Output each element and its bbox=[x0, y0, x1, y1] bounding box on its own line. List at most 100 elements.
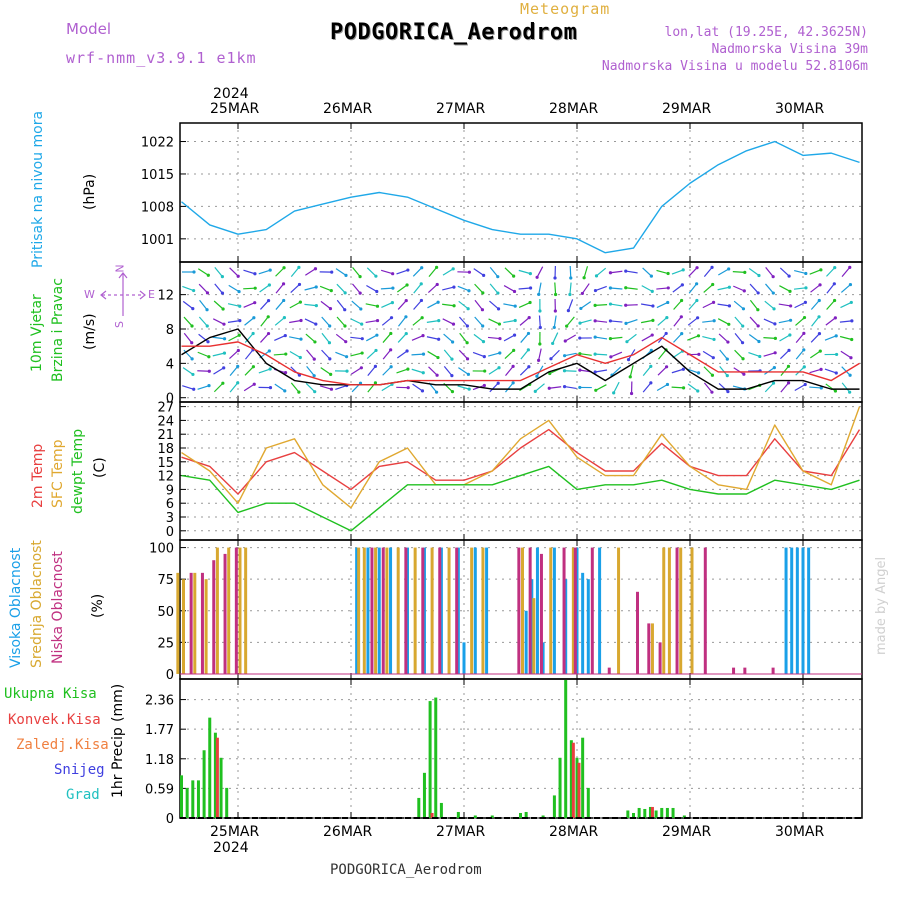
wind-arrow-head bbox=[283, 371, 288, 375]
wind-arrow-head bbox=[593, 319, 597, 323]
bar-clouds bbox=[223, 553, 227, 674]
wind-arrow-head bbox=[237, 333, 241, 337]
wind-arrow-head bbox=[527, 316, 531, 320]
wind-arrow-head bbox=[482, 354, 486, 359]
wind-arrow bbox=[228, 334, 240, 342]
wind-arrow-head bbox=[452, 285, 456, 289]
wind-arrow-head bbox=[222, 351, 227, 355]
bottom-day-label: 25MAR bbox=[210, 824, 260, 840]
wind-arrow-head bbox=[436, 300, 440, 304]
wind-arrow-head bbox=[771, 275, 775, 279]
wind-arrow-head bbox=[404, 331, 408, 336]
wind-arrow bbox=[352, 266, 361, 278]
bar-clouds bbox=[636, 591, 639, 674]
wind-arrow bbox=[274, 335, 286, 341]
wind-arrow bbox=[519, 366, 530, 376]
wind-arrow-head bbox=[312, 374, 316, 378]
wind-arrow-head bbox=[609, 355, 613, 359]
wind-arrow-head bbox=[329, 372, 333, 376]
top-day-label: 28MAR bbox=[549, 101, 599, 117]
wind-arrow bbox=[350, 336, 363, 340]
bar-clouds bbox=[532, 598, 536, 674]
wind-arrow-head bbox=[314, 304, 318, 308]
wind-arrow bbox=[381, 302, 393, 308]
wind-arrow-head bbox=[467, 387, 471, 391]
wind-arrow-head bbox=[818, 283, 822, 287]
wind-arrow-head bbox=[406, 367, 410, 371]
wind-arrow-head bbox=[665, 382, 670, 387]
bar-clouds bbox=[430, 547, 434, 674]
wind-arrow-head bbox=[612, 391, 616, 395]
wind-arrow-head bbox=[497, 322, 502, 326]
wind-arrow bbox=[595, 320, 608, 323]
wind-arrow bbox=[503, 319, 516, 324]
wind-arrow-head bbox=[832, 282, 836, 286]
wind-arrow-head bbox=[513, 304, 517, 308]
wind-arrow-head bbox=[483, 369, 487, 373]
wind-arrow bbox=[809, 386, 822, 389]
wind-arrow bbox=[779, 285, 791, 292]
bar-clouds bbox=[517, 547, 521, 674]
wind-arrow-head bbox=[419, 298, 424, 303]
wind-arrow-head bbox=[649, 381, 653, 385]
wind-arrow-head bbox=[850, 337, 854, 342]
bar-clouds bbox=[447, 547, 451, 674]
bar-precip bbox=[682, 815, 686, 818]
wind-arrow bbox=[380, 287, 393, 290]
wind-arrow-head bbox=[802, 365, 806, 369]
wind-arrow-head bbox=[252, 382, 256, 386]
wind-arrow bbox=[411, 368, 424, 374]
bottom-day-label: 26MAR bbox=[323, 824, 373, 840]
wind-arrow bbox=[841, 267, 851, 277]
wind-arrow bbox=[765, 283, 774, 294]
wind-arrow bbox=[534, 383, 545, 392]
wind-arrow bbox=[518, 301, 531, 309]
cloud-ylabel-2: Srednja Oblacnost bbox=[29, 540, 45, 668]
wind-arrow-head bbox=[727, 267, 731, 271]
wind-arrow-head bbox=[205, 291, 210, 295]
wind-arrow-head bbox=[695, 298, 699, 303]
wind-arrow bbox=[702, 350, 714, 359]
bar-clouds bbox=[422, 547, 426, 674]
wind-arrow bbox=[795, 349, 805, 360]
wind-arrow-head bbox=[480, 308, 485, 312]
wind-arrow-head bbox=[452, 304, 456, 308]
wind-arrow-head bbox=[756, 324, 760, 328]
bar-clouds bbox=[586, 579, 590, 674]
wind-arrow-head bbox=[666, 286, 670, 290]
bar-clouds bbox=[790, 547, 794, 674]
wind-arrow bbox=[320, 367, 332, 375]
y-tick-label: 0 bbox=[166, 525, 174, 540]
wind-arrow-head bbox=[343, 324, 347, 328]
wind-arrow bbox=[580, 301, 592, 309]
bar-precip bbox=[213, 732, 217, 818]
bar-clouds bbox=[690, 547, 694, 674]
wind-arrow-head bbox=[740, 341, 745, 345]
wind-arrow bbox=[489, 283, 499, 294]
wind-arrow bbox=[304, 318, 317, 325]
wind-arrow bbox=[765, 266, 774, 278]
wind-arrow-head bbox=[773, 322, 777, 326]
wind-arrow-head bbox=[742, 372, 746, 376]
y-tick-label: 27 bbox=[157, 401, 174, 416]
wind-arrow-head bbox=[358, 275, 362, 279]
compass-arrows-icon bbox=[100, 272, 146, 316]
wind-arrow bbox=[779, 349, 790, 360]
wind-arrow bbox=[826, 283, 835, 294]
wind-arrow-head bbox=[624, 269, 628, 273]
bar-precip bbox=[196, 780, 200, 818]
panel-frame-pressure bbox=[179, 122, 863, 263]
wind-arrow bbox=[809, 350, 821, 359]
wind-arrow-head bbox=[450, 374, 454, 378]
compass-east: E bbox=[148, 288, 155, 301]
wind-arrow bbox=[427, 350, 439, 359]
bar-clouds bbox=[176, 572, 180, 674]
bar-precip bbox=[456, 811, 460, 818]
bar-precip bbox=[473, 815, 477, 818]
wind-arrow-head bbox=[267, 283, 271, 287]
wind-arrow bbox=[321, 349, 331, 360]
wind-arrow bbox=[442, 303, 455, 307]
bar-precip bbox=[586, 787, 590, 818]
wind-arrow bbox=[259, 284, 270, 293]
wind-arrow-head bbox=[360, 351, 364, 355]
